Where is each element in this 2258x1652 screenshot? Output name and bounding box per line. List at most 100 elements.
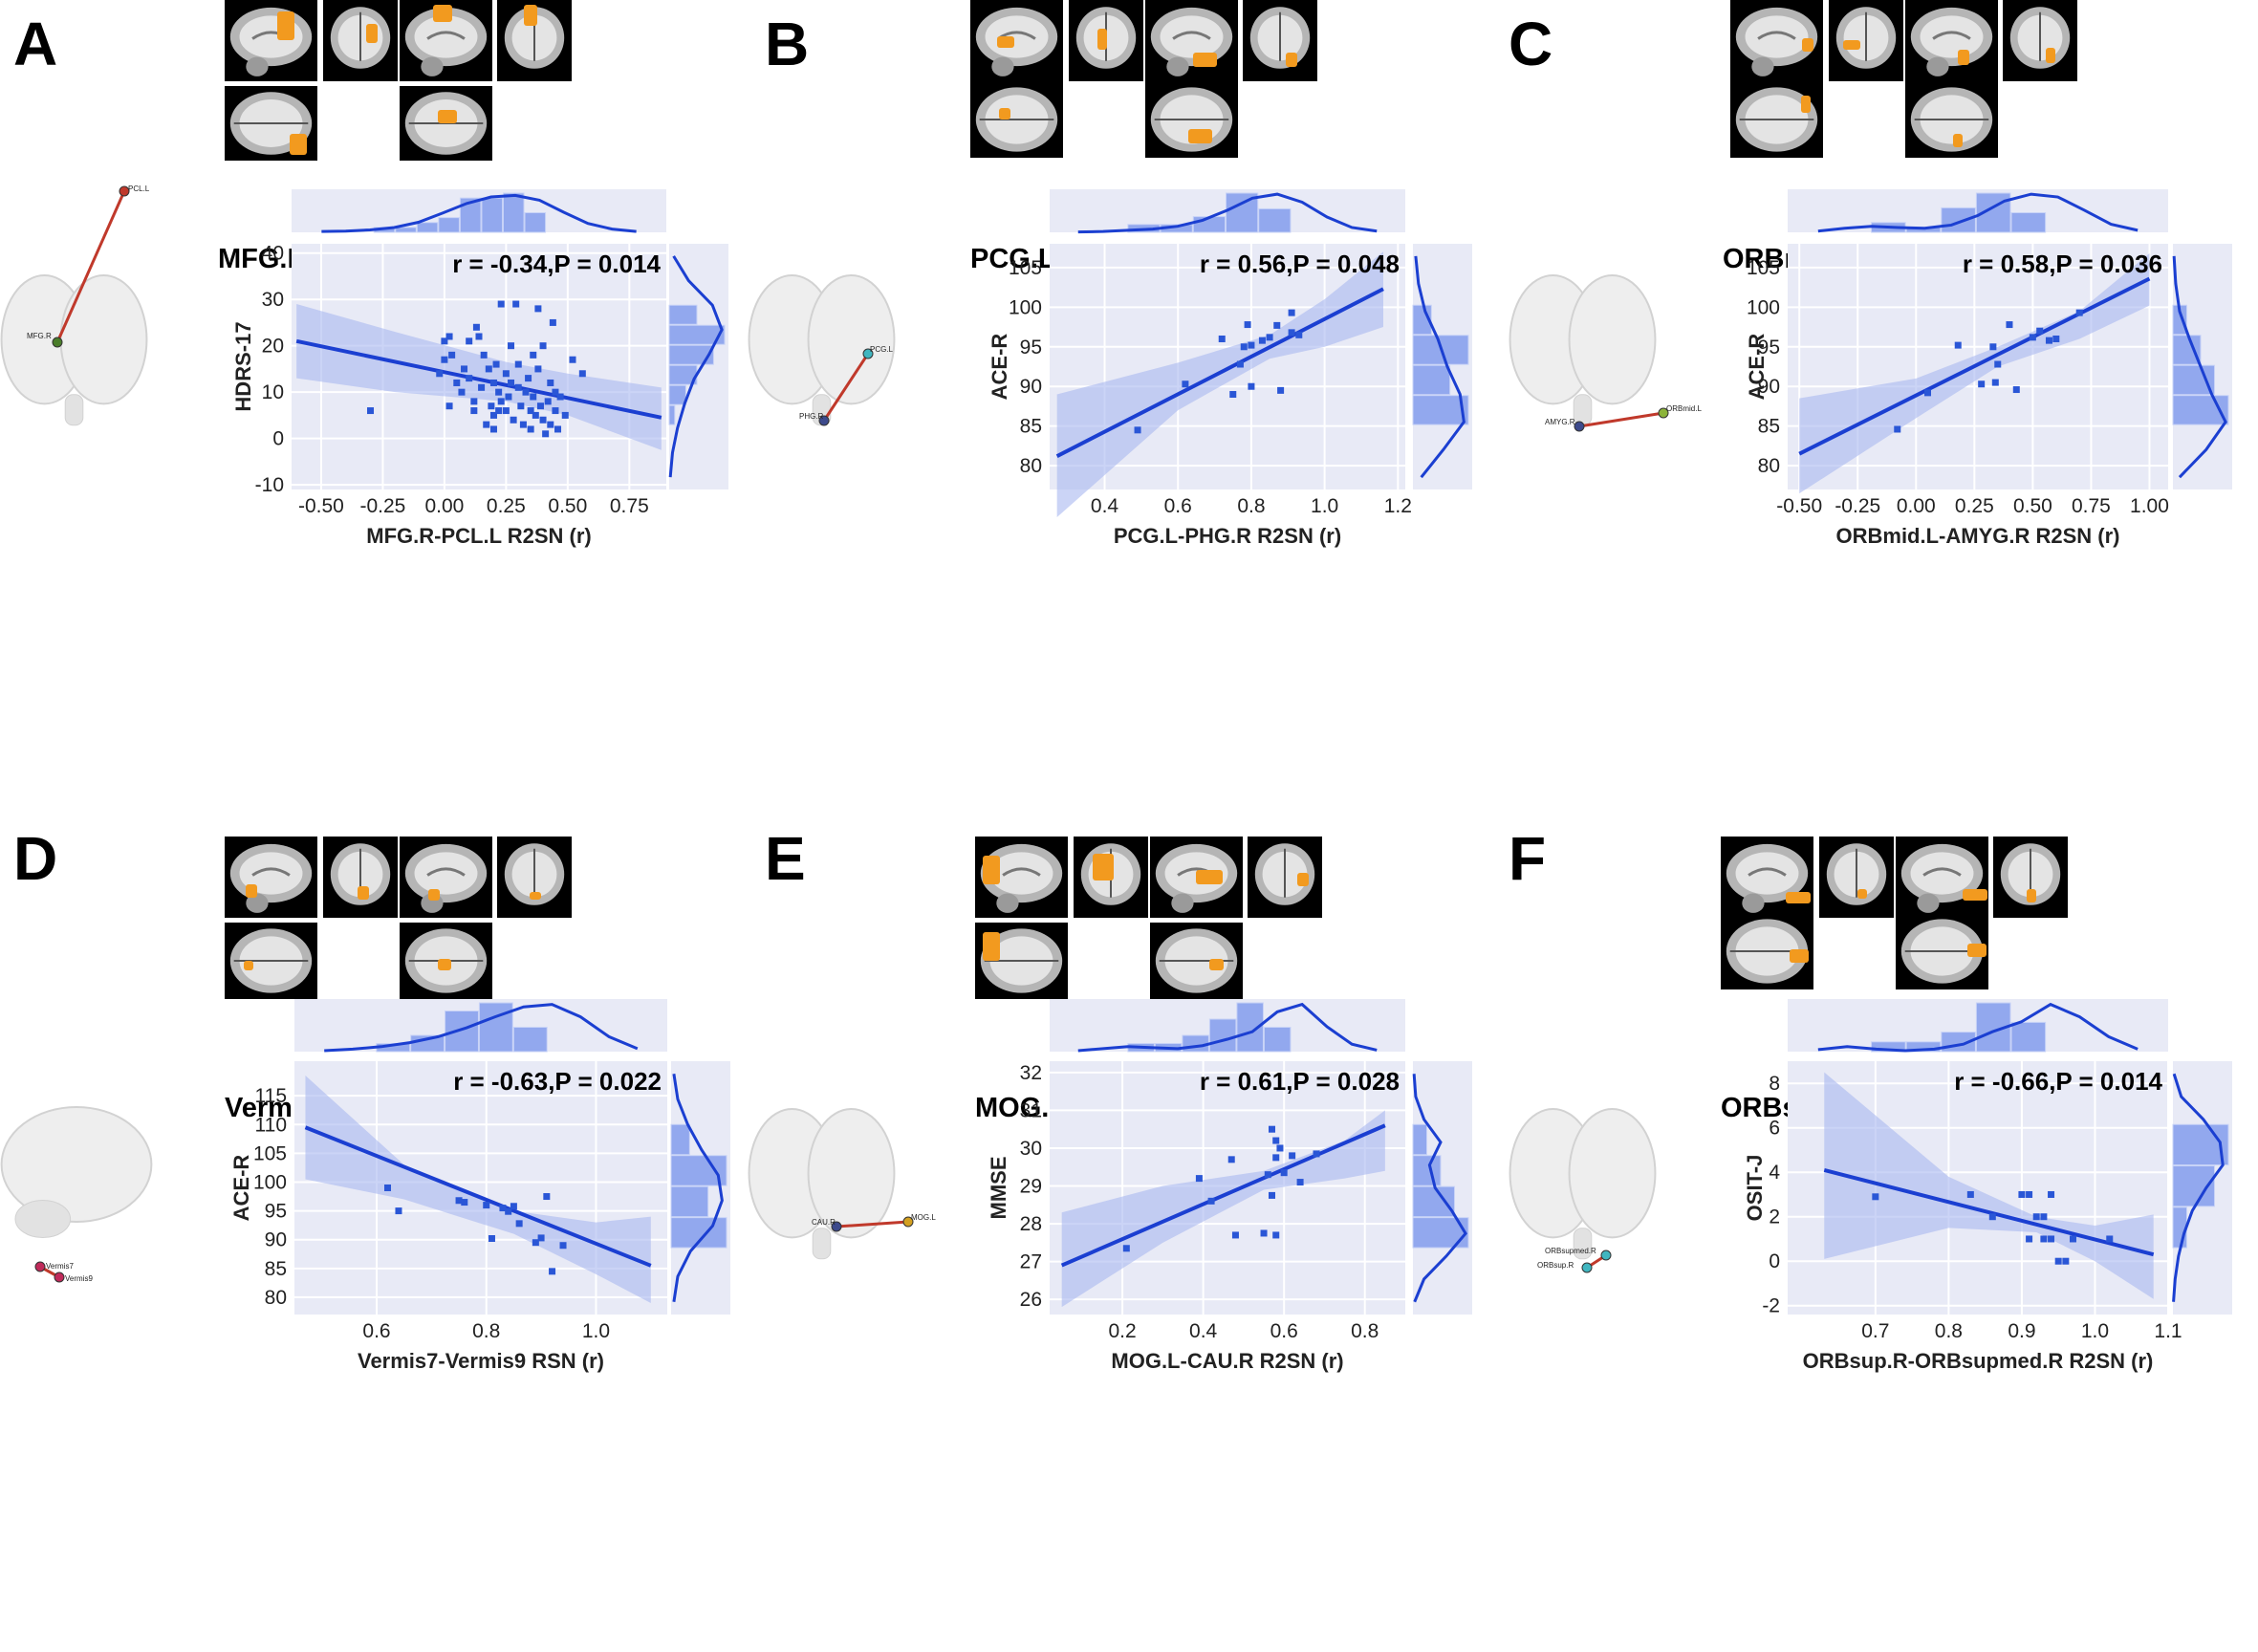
callosum-shape bbox=[426, 867, 466, 877]
data-point bbox=[1988, 1213, 1996, 1221]
callosum-shape bbox=[1002, 867, 1041, 877]
data-point bbox=[578, 370, 586, 378]
density-curve bbox=[1817, 192, 2139, 233]
data-point bbox=[470, 407, 478, 415]
correlation-stat: r = -0.34,P = 0.014 bbox=[452, 250, 661, 278]
data-point bbox=[458, 388, 466, 396]
connection-line bbox=[55, 190, 126, 343]
highlighted-region bbox=[1193, 53, 1217, 67]
y-tick-label: 95 bbox=[265, 1201, 287, 1223]
data-point bbox=[1288, 329, 1295, 337]
right-hemisphere-shape bbox=[807, 1108, 896, 1239]
brain-slice bbox=[1730, 0, 1823, 81]
histogram-bar bbox=[481, 197, 503, 233]
data-point bbox=[1227, 1156, 1235, 1163]
data-point bbox=[2106, 1235, 2114, 1243]
data-point bbox=[497, 398, 505, 405]
data-point bbox=[2040, 1213, 2048, 1221]
histogram-bar bbox=[668, 384, 686, 405]
x-tick-label: 1.00 bbox=[2130, 495, 2169, 517]
data-point bbox=[453, 379, 461, 386]
data-point bbox=[1229, 391, 1237, 399]
highlighted-region bbox=[2046, 48, 2055, 63]
brain-slice bbox=[1145, 0, 1238, 81]
brainstem-shape bbox=[1742, 893, 1765, 913]
data-point bbox=[1272, 1137, 1280, 1144]
x-tick-label: 0.50 bbox=[548, 495, 587, 517]
connection-line bbox=[822, 353, 870, 422]
data-point bbox=[544, 398, 552, 405]
brain-slice bbox=[225, 837, 317, 918]
brain-slice bbox=[323, 0, 398, 81]
y-tick-label: 100 bbox=[1009, 296, 1042, 318]
y-tick-label: 8 bbox=[1769, 1073, 1780, 1095]
right-hemisphere-shape bbox=[1568, 1108, 1657, 1239]
brain-slice bbox=[323, 837, 398, 918]
histogram-bar bbox=[395, 227, 417, 233]
confidence-band bbox=[1056, 251, 1383, 518]
data-point bbox=[1954, 341, 1962, 349]
density-curve bbox=[2172, 255, 2227, 479]
brain-slice bbox=[970, 81, 1063, 158]
y-tick-label: 90 bbox=[1758, 376, 1780, 398]
data-point bbox=[2048, 1190, 2055, 1198]
data-point bbox=[436, 370, 444, 378]
node-a-label: PCL.L bbox=[128, 185, 150, 193]
data-point bbox=[448, 351, 456, 359]
regression-line bbox=[1823, 1167, 2155, 1257]
y-tick-label: 115 bbox=[255, 1085, 287, 1107]
data-point bbox=[2032, 1213, 2040, 1221]
cerebellum-shape bbox=[14, 1200, 72, 1238]
x-tick-label: 0.6 bbox=[362, 1320, 390, 1342]
node-b-marker bbox=[831, 1221, 842, 1232]
x-axis-label: Vermis7-Vermis9 RSN (r) bbox=[358, 1349, 604, 1373]
panel-a: AMFG.RPCL.RPCL.LMFG.R-0.50-0.250.000.250… bbox=[0, 0, 728, 548]
data-point bbox=[2075, 309, 2083, 316]
highlighted-region bbox=[1843, 40, 1860, 50]
y-tick-label: 31 bbox=[1020, 1099, 1042, 1121]
panel-letter: A bbox=[13, 10, 57, 78]
node-b-marker bbox=[52, 337, 63, 348]
panel-c: C ORBmid.L AMYG.RORBmid.L AMYG.R -0.50 -0.25 0… bbox=[1509, 0, 2232, 548]
y-axis-label: MMSE bbox=[987, 1157, 1010, 1220]
data-point bbox=[547, 421, 554, 428]
y-marginal-distribution bbox=[1412, 244, 1472, 489]
x-tick-label: 0.9 bbox=[2008, 1320, 2035, 1342]
highlighted-region bbox=[1196, 870, 1223, 884]
x-tick-label: -0.25 bbox=[359, 495, 405, 517]
histogram-bar bbox=[2010, 1021, 2047, 1053]
brain-slice bbox=[497, 0, 572, 81]
data-point bbox=[1273, 321, 1281, 329]
brainstem-shape bbox=[1926, 56, 1949, 76]
histogram-bar bbox=[445, 1011, 479, 1053]
histogram-bar bbox=[668, 344, 714, 365]
y-tick-label: 27 bbox=[1020, 1251, 1042, 1273]
data-point bbox=[1272, 1154, 1280, 1162]
y-marginal-distribution bbox=[2172, 244, 2232, 489]
white-matter-shape bbox=[239, 852, 303, 895]
data-point bbox=[552, 407, 559, 415]
data-point bbox=[2036, 327, 2044, 335]
brain-slice bbox=[1074, 837, 1148, 918]
glass-brain: ORBsupmed.R ORBsup.R bbox=[1509, 1108, 1657, 1273]
data-point bbox=[472, 323, 480, 331]
data-point bbox=[1989, 343, 1997, 351]
data-point bbox=[492, 360, 500, 368]
data-point bbox=[2054, 1257, 2062, 1265]
x-axis-label: ORBmid.L-AMYG.R R2SN (r) bbox=[1836, 524, 2120, 548]
data-point bbox=[502, 370, 510, 378]
data-point bbox=[489, 425, 497, 433]
histogram-bar bbox=[2172, 364, 2215, 396]
data-point bbox=[1994, 360, 2002, 368]
data-point bbox=[2048, 1235, 2055, 1243]
density-curve bbox=[1412, 1074, 1467, 1303]
data-point bbox=[2052, 335, 2060, 342]
histogram-bar bbox=[524, 212, 547, 233]
data-point bbox=[534, 305, 542, 313]
brain-slice bbox=[1819, 837, 1894, 918]
highlighted-region bbox=[983, 932, 1000, 961]
y-tick-label: 90 bbox=[1020, 376, 1042, 398]
data-point bbox=[470, 398, 478, 405]
connection-line bbox=[836, 1220, 909, 1228]
regression-line bbox=[1055, 287, 1384, 458]
